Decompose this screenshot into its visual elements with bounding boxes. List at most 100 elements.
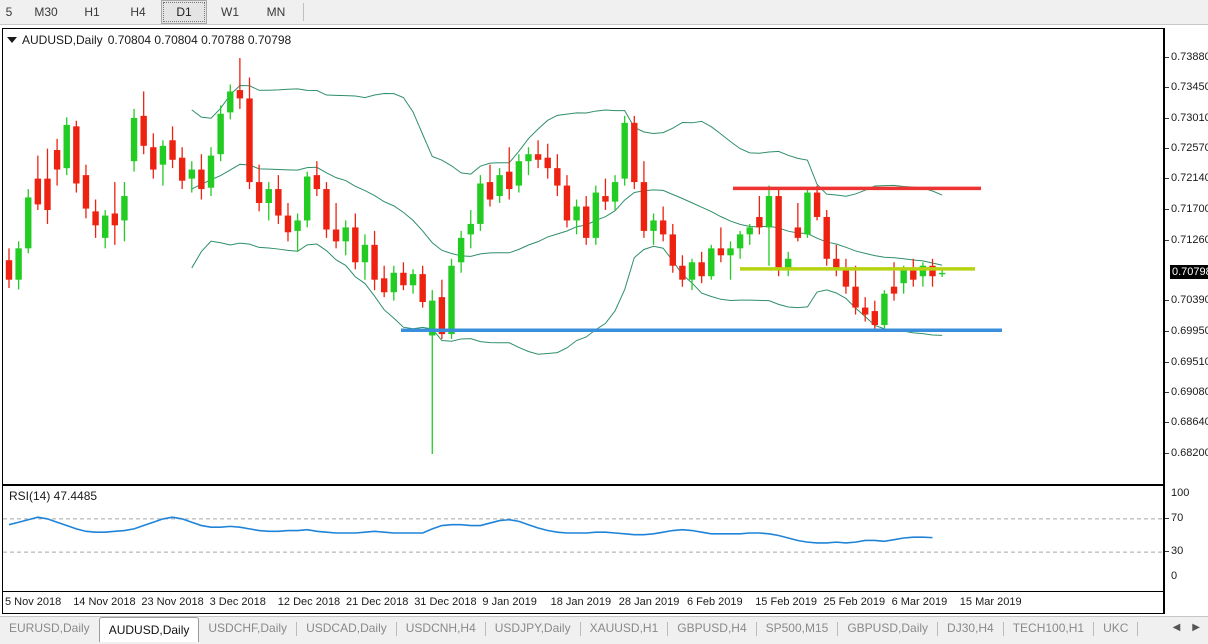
time-axis-label: 9 Jan 2019 [482, 596, 537, 608]
chart-tab-usdchf-daily[interactable]: USDCHF,Daily [208, 621, 288, 635]
candle-body [871, 311, 878, 326]
candle-body [448, 265, 455, 335]
candle-body [150, 147, 157, 170]
candle-body [73, 126, 80, 184]
price-tick [1165, 148, 1169, 150]
timeframe-button-mn[interactable]: MN [253, 0, 299, 24]
time-axis-label: 14 Nov 2018 [73, 596, 136, 608]
price-tick [1165, 453, 1169, 454]
candle-body [756, 216, 763, 228]
candle-body [823, 216, 830, 259]
chart-tab-gbpusd-h4[interactable]: GBPUSD,H4 [677, 621, 747, 635]
time-axis-label: 21 Dec 2018 [346, 596, 409, 608]
timeframe-button-5[interactable]: 5 [0, 0, 23, 24]
toolbar-separator [303, 3, 304, 21]
candle-body [429, 300, 436, 336]
scroll-right-arrow-icon[interactable]: ▶ [1192, 622, 1200, 633]
time-axis-label: 6 Feb 2019 [687, 596, 743, 608]
tab-divider [937, 622, 939, 636]
candle-body [765, 196, 773, 228]
candle-body [332, 229, 340, 242]
price-pane[interactable]: AUDUSD,Daily 0.70804 0.70804 0.70788 0.7… [3, 29, 1205, 484]
candle-body [861, 307, 869, 315]
candle-body [188, 169, 195, 179]
candle-body [602, 196, 609, 202]
price-tick [1165, 391, 1169, 393]
time-axis-label: 23 Nov 2018 [141, 596, 204, 608]
price-tick [1165, 57, 1169, 58]
time-axis-label: 5 Nov 2018 [5, 596, 62, 608]
candle-body [631, 122, 638, 183]
candle-body [698, 262, 705, 277]
chart-tab-dj30-h4[interactable]: DJ30,H4 [947, 621, 994, 635]
candle-body [227, 91, 234, 113]
candle-body [178, 157, 186, 181]
candle-body [169, 140, 176, 160]
candle-body [727, 248, 734, 256]
candle-body [352, 227, 359, 263]
price-tick [1165, 86, 1169, 88]
candle-body [563, 185, 571, 221]
time-axis-label: 15 Feb 2019 [755, 596, 817, 608]
chart-header: AUDUSD,Daily 0.70804 0.70804 0.70788 0.7… [7, 33, 291, 47]
chart-tab-usdcnh-h4[interactable]: USDCNH,H4 [405, 621, 476, 635]
chart-tab-audusd-daily[interactable]: AUDUSD,Daily [98, 617, 200, 642]
candle-body [34, 178, 42, 205]
tab-divider [296, 622, 298, 636]
price-scale[interactable]: 0.73880 0.73450 0.73010 0.72570 0.72140 0.717… [1163, 28, 1208, 614]
candle-body [486, 182, 494, 200]
chart-tab-ukc[interactable]: UKC [1103, 621, 1129, 635]
candlestick-plot [5, 58, 1002, 454]
candle-body [929, 265, 936, 277]
candle-body [207, 155, 215, 188]
rsi-pane[interactable]: RSI(14) 47.4485 [3, 486, 1205, 591]
candle-body [44, 178, 51, 210]
timeframe-button-m30[interactable]: M30 [23, 0, 69, 24]
price-scale-label: 0.69950 [1171, 324, 1208, 337]
candle-body [371, 244, 378, 280]
candle-body [515, 161, 523, 186]
candle-body [785, 258, 792, 270]
candle-body [852, 286, 859, 308]
candle-body [583, 206, 590, 238]
chart-tab-tech100-h1[interactable]: TECH100,H1 [1012, 621, 1085, 635]
tab-divider [755, 622, 757, 636]
candle-body [313, 175, 321, 190]
chart-tab-gbpusd-daily[interactable]: GBPUSD,Daily [847, 621, 929, 635]
timeframe-button-h4[interactable]: H4 [115, 0, 161, 24]
chart-tab-xauusd-h1[interactable]: XAUUSD,H1 [589, 621, 659, 635]
timeframe-button-d1[interactable]: D1 [161, 0, 207, 24]
time-axis[interactable]: 5 Nov 2018 14 Nov 2018 23 Nov 2018 3 Dec 20… [3, 592, 1205, 613]
candle-body [669, 234, 676, 266]
bollinger-band-lower [191, 240, 943, 355]
scroll-left-arrow-icon[interactable]: ◀ [1172, 622, 1181, 633]
price-scale-label: 0.73880 [1171, 51, 1208, 63]
collapse-caret-icon[interactable] [7, 37, 17, 43]
price-scale-label: 0.70390 [1171, 294, 1208, 307]
timeframe-button-w1[interactable]: W1 [207, 0, 253, 24]
tab-scroll-controls: ◀ ▶ [1165, 617, 1208, 639]
candle-body [746, 227, 753, 235]
chart-tab-eurusd-daily[interactable]: EURUSD,Daily [9, 621, 90, 635]
candle-body [63, 124, 70, 169]
candle-body [25, 197, 32, 249]
candle-body [659, 220, 667, 235]
timeframe-button-h1[interactable]: H1 [69, 0, 115, 24]
chart-frame[interactable]: AUDUSD,Daily 0.70804 0.70804 0.70788 0.7… [2, 28, 1206, 614]
candle-body [467, 223, 474, 235]
rsi-line [8, 516, 933, 544]
price-scale-label: 0.73450 [1171, 80, 1208, 93]
rsi-tick [1165, 551, 1169, 553]
time-axis-label: 6 Mar 2019 [891, 596, 948, 608]
chart-tab-usdjpy-daily[interactable]: USDJPY,Daily [494, 621, 571, 635]
candle-body [275, 189, 282, 216]
price-scale-label: 0.73010 [1171, 111, 1208, 124]
candle-body [477, 183, 484, 224]
chart-tab-usdcad-daily[interactable]: USDCAD,Daily [306, 621, 387, 635]
price-tick [1165, 239, 1169, 241]
candle-body [534, 154, 542, 160]
candle-body [457, 237, 465, 263]
candle-body [573, 206, 580, 221]
chart-tab-sp500-m15[interactable]: SP500,M15 [765, 621, 829, 635]
candle-body [15, 248, 22, 280]
